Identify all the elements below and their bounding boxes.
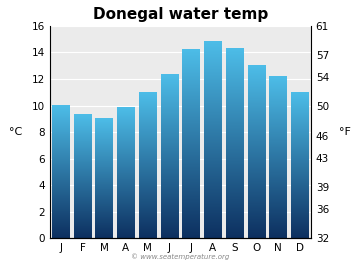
Title: Donegal water temp: Donegal water temp xyxy=(93,7,268,22)
Y-axis label: °F: °F xyxy=(339,127,351,137)
Y-axis label: °C: °C xyxy=(9,127,23,137)
Text: © www.seatemperature.org: © www.seatemperature.org xyxy=(131,253,229,260)
